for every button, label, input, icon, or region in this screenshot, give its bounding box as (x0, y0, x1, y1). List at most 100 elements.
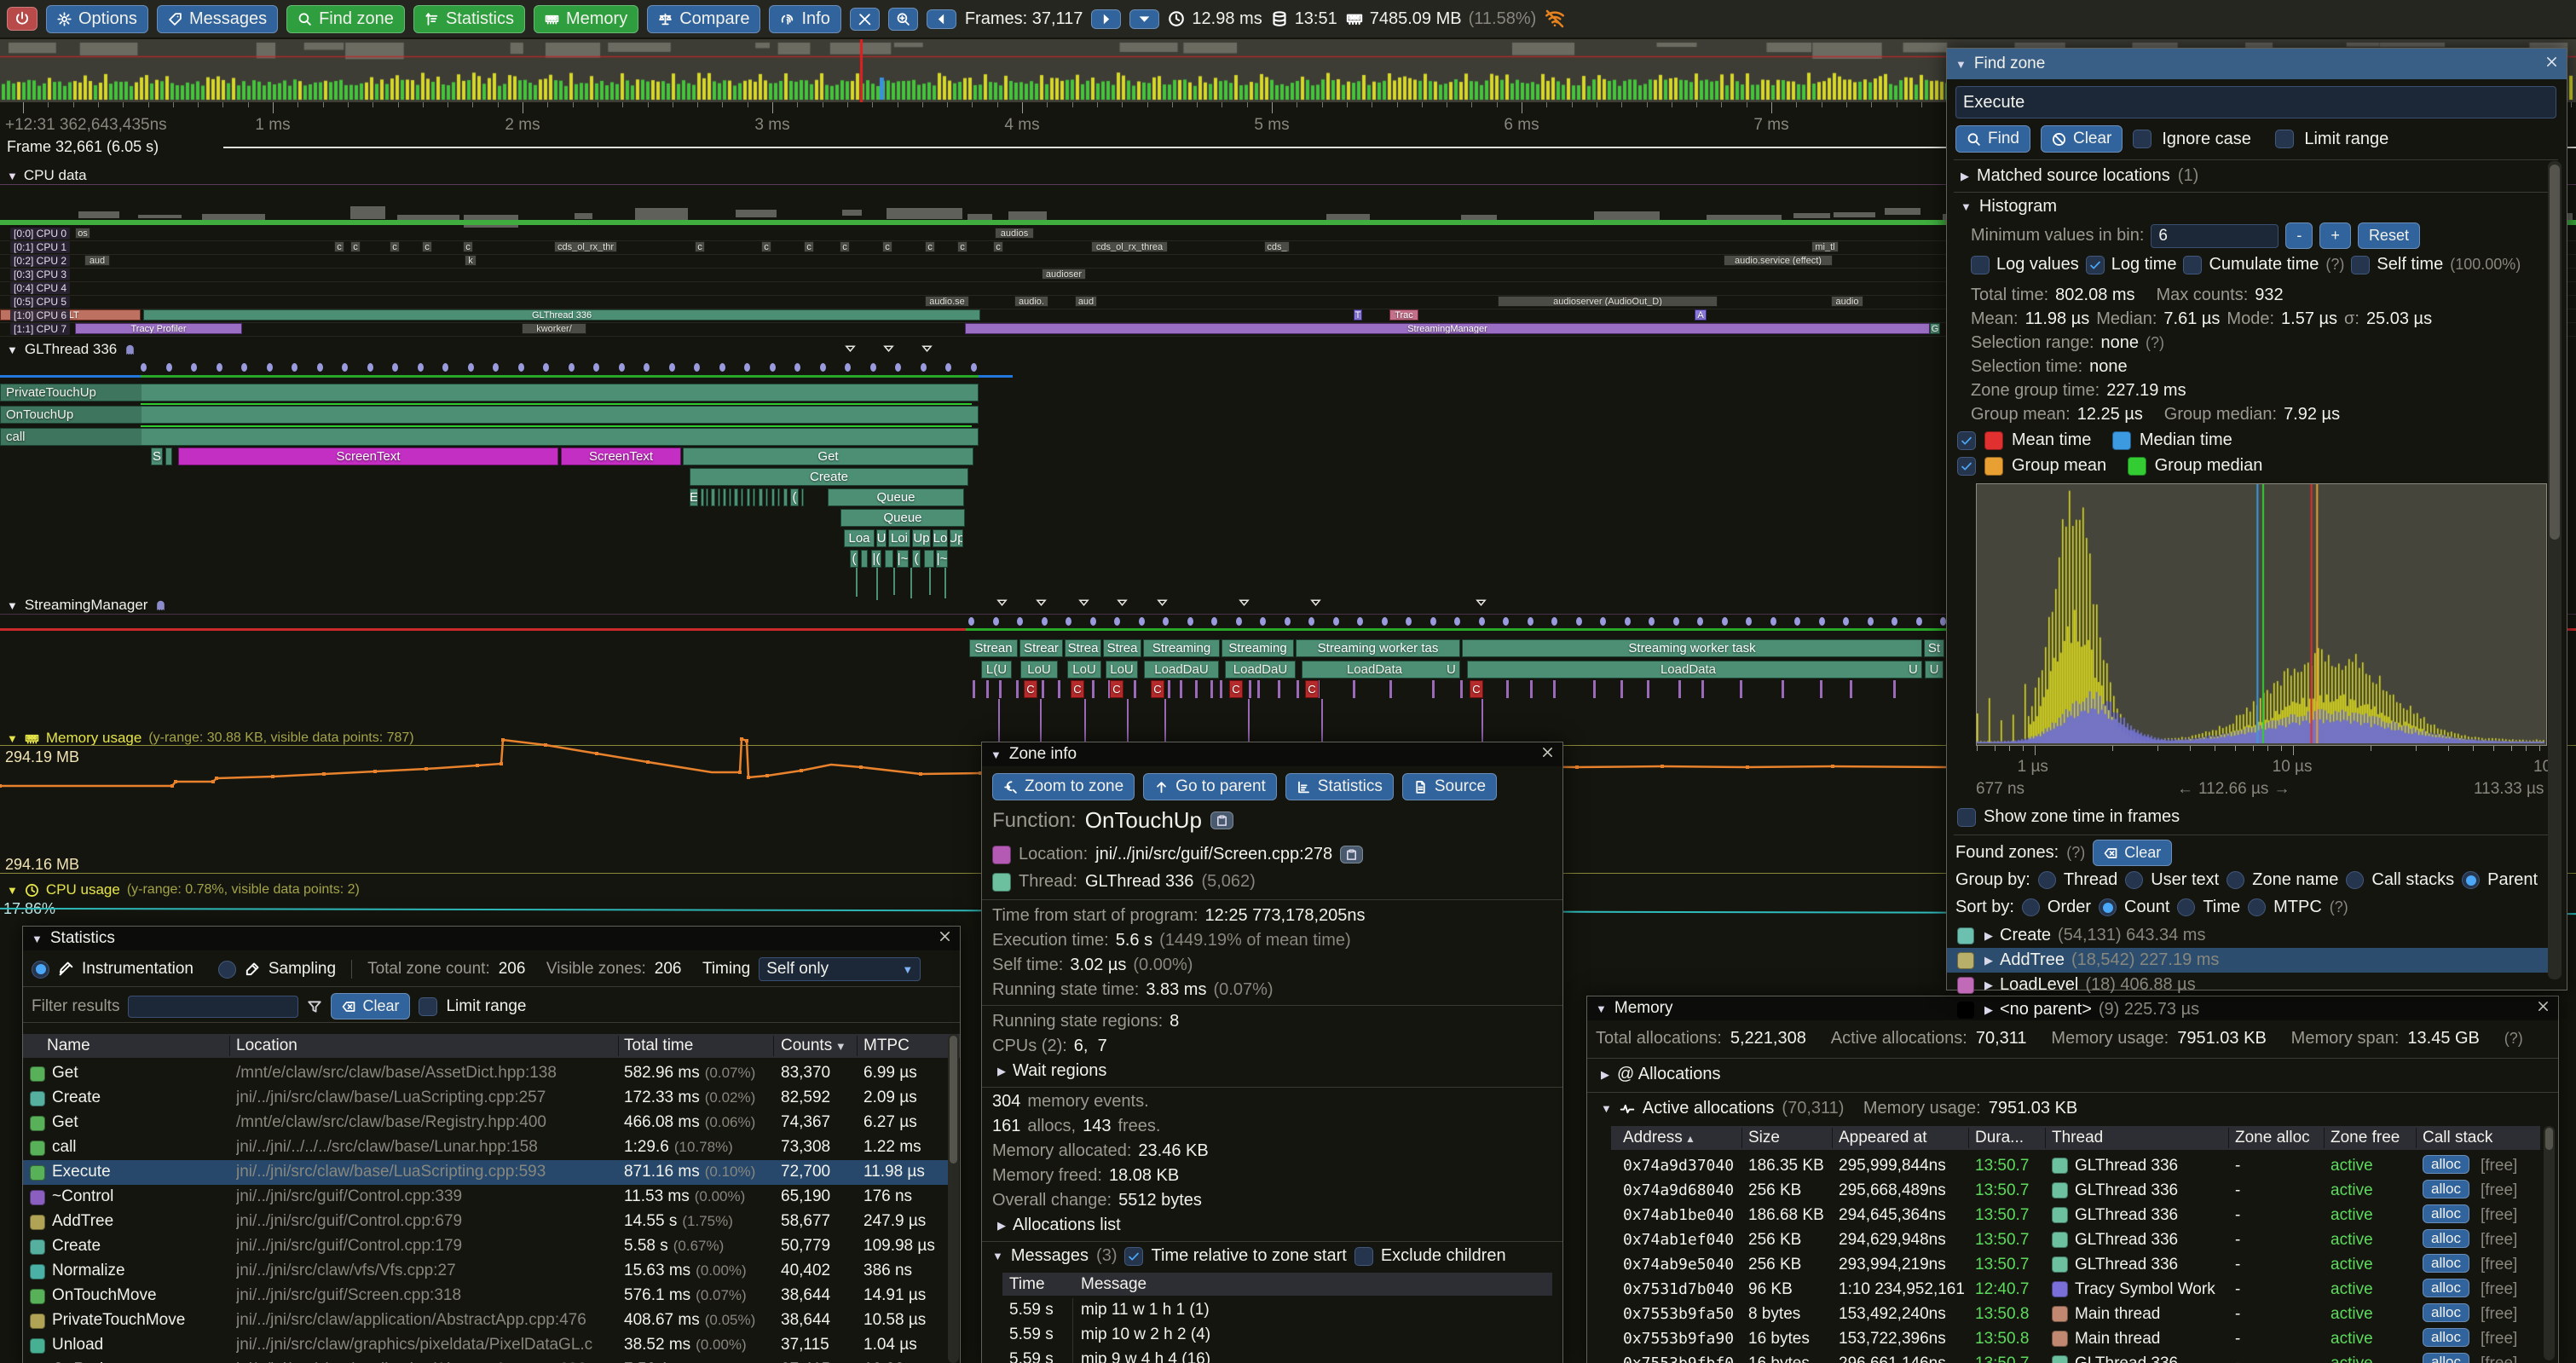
sample-dot[interactable] (895, 363, 901, 372)
sample-dot[interactable] (1649, 617, 1655, 626)
self-time-checkbox[interactable] (2351, 255, 2371, 274)
wait-regions-toggle[interactable]: ▶ Wait regions (997, 1061, 1106, 1081)
zone-chip[interactable] (783, 488, 788, 506)
message-marker-icon[interactable] (1475, 597, 1487, 609)
ignore-case-checkbox[interactable] (2133, 130, 2152, 148)
sample-dot[interactable] (1357, 617, 1363, 626)
event-tick[interactable] (1740, 680, 1743, 698)
zone-chip[interactable] (771, 488, 775, 506)
zone-chip[interactable]: ( (790, 488, 799, 506)
zone-chip[interactable]: Queue (828, 488, 964, 506)
toolbar-button-options[interactable]: Options (46, 4, 148, 33)
sample-dot[interactable] (794, 363, 800, 372)
zone-chip[interactable] (706, 488, 708, 506)
expanded-triangle-icon[interactable]: ▼ (1955, 57, 1967, 71)
zone-chip[interactable]: LoU (1067, 661, 1101, 679)
zone-chip[interactable] (729, 488, 731, 506)
expanded-triangle-icon[interactable]: ▼ (7, 883, 18, 897)
sample-dot[interactable] (141, 363, 147, 372)
zone-chip[interactable] (718, 488, 720, 506)
sample-dot[interactable] (694, 363, 700, 372)
alloc-callstack-button[interactable]: alloc (2423, 1254, 2469, 1273)
sample-dot[interactable] (1575, 617, 1582, 626)
zone-chip[interactable]: GLThread 336 (143, 309, 980, 321)
alloc-callstack-button[interactable]: alloc (2423, 1353, 2469, 1363)
sample-dot[interactable] (442, 363, 448, 372)
collapsed-triangle-icon[interactable]: ▶ (1961, 169, 1969, 182)
frames-prev-button[interactable] (926, 9, 956, 29)
event-tick[interactable] (1194, 680, 1198, 698)
zone-chip[interactable] (701, 488, 704, 506)
table-row[interactable]: Normalize jni/../jni/src/claw/vfs/Vfs.cpp… (23, 1259, 948, 1284)
allocations-list-toggle[interactable]: ▶ Allocations list (997, 1216, 1121, 1235)
sample-dot[interactable] (467, 363, 474, 372)
zone-band-call[interactable]: call (0, 428, 979, 446)
group-by-radio-zone-name[interactable] (2227, 871, 2245, 889)
message-marker-icon[interactable] (921, 343, 933, 355)
sample-dot[interactable] (241, 363, 247, 372)
sample-dot[interactable] (1017, 617, 1023, 626)
message-marker-icon[interactable] (882, 343, 895, 355)
sample-dot[interactable] (920, 363, 927, 372)
zone-chip[interactable]: |( (871, 550, 881, 568)
sample-dot[interactable] (165, 363, 172, 372)
event-tick[interactable] (1893, 680, 1897, 698)
show-zone-time-checkbox[interactable] (1957, 807, 1976, 827)
zone-chip[interactable] (711, 488, 715, 506)
zone-chip[interactable]: c (695, 241, 705, 252)
zone-chip[interactable]: ScreenText (178, 448, 558, 465)
sort-by-radio-count[interactable] (2099, 898, 2117, 916)
event-tick[interactable] (1389, 680, 1392, 698)
sort-by-radio-mtpc[interactable] (2248, 898, 2267, 916)
table-row[interactable]: Execute jni/../jni/src/claw/base/LuaScrip… (23, 1160, 948, 1185)
table-row[interactable]: Get/mnt/e/claw/src/claw/base/Registry.hp… (23, 1111, 948, 1135)
sample-dot[interactable] (266, 363, 273, 372)
event-tick[interactable] (1646, 680, 1649, 698)
sample-dot[interactable] (869, 363, 876, 372)
zone-chip[interactable]: U (876, 529, 887, 547)
scrollbar-thumb[interactable] (2545, 1128, 2553, 1150)
event-tick[interactable] (1297, 680, 1300, 698)
close-icon[interactable] (2545, 55, 2558, 73)
expanded-triangle-icon[interactable]: ▼ (7, 598, 18, 612)
zone-chip[interactable]: Get (683, 448, 973, 465)
event-tick[interactable] (1701, 680, 1704, 698)
zone-chip[interactable]: c (390, 241, 400, 252)
find-button[interactable]: Find (1955, 125, 2030, 153)
zone-chip[interactable] (885, 550, 893, 568)
red-c-mark[interactable]: C (1071, 680, 1084, 698)
sample-dot[interactable] (945, 363, 951, 372)
event-tick[interactable] (1133, 680, 1136, 698)
sample-dot[interactable] (1867, 617, 1874, 626)
zone-chip[interactable]: Lo (933, 529, 948, 547)
close-icon[interactable] (939, 929, 951, 948)
found-zone-row[interactable]: ▶ <no parent> (9) 225.73 µs (1947, 997, 2548, 1022)
table-row[interactable]: Create jni/../jni/src/guif/Control.cpp:17… (23, 1234, 948, 1259)
sample-dot[interactable] (1381, 617, 1388, 626)
sampling-radio[interactable] (217, 960, 236, 979)
matched-locations-toggle[interactable]: ▶ Matched source locations (1) (1961, 166, 2198, 186)
bin-minus-button[interactable]: - (2285, 222, 2313, 249)
table-row[interactable]: call jni/../jni/../../../src/claw/base/Lu… (23, 1135, 948, 1160)
sample-dot[interactable] (1235, 617, 1242, 626)
table-row[interactable]: 0x7531d7b040 96 KB 1:10 234,952,161 12:40.7… (1611, 1277, 2540, 1302)
zone-chip[interactable]: ScreenText (561, 448, 681, 465)
zone-chip[interactable]: LoadData U (1467, 661, 1922, 679)
found-zone-row[interactable]: ▶ AddTree (18,542) 227.19 ms (1947, 948, 2548, 973)
sample-dot[interactable] (819, 363, 826, 372)
collapsed-triangle-icon[interactable]: ▶ (1984, 928, 1993, 942)
sample-dot[interactable] (1114, 617, 1120, 626)
zone-chip[interactable]: c (993, 241, 1003, 252)
found-zone-row[interactable]: ▶ LoadLevel (18) 406.88 µs (1947, 973, 2548, 997)
event-tick[interactable] (1220, 680, 1223, 698)
zone-chip[interactable]: k (465, 255, 477, 266)
limit-range-checkbox[interactable] (419, 996, 438, 1016)
event-tick[interactable] (1041, 680, 1044, 698)
close-icon[interactable] (2537, 999, 2550, 1018)
scrollbar-thumb[interactable] (2550, 165, 2560, 540)
zone-chip[interactable]: Strea (1103, 639, 1141, 657)
toolbar-button-statistics[interactable]: Statistics (413, 4, 525, 33)
sample-dot[interactable] (968, 617, 974, 626)
filter-input[interactable] (128, 995, 299, 1018)
sample-dot[interactable] (367, 363, 373, 372)
